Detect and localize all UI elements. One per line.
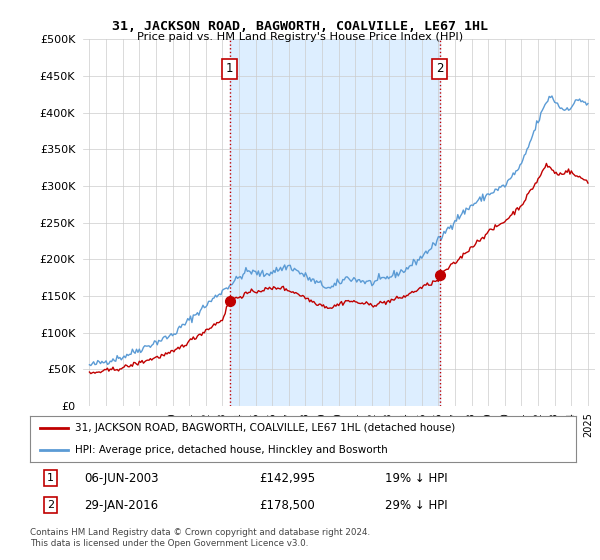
Text: 29-JAN-2016: 29-JAN-2016: [85, 498, 159, 512]
Text: 2: 2: [47, 500, 55, 510]
Text: £142,995: £142,995: [259, 472, 316, 485]
Text: 2: 2: [436, 62, 443, 75]
Text: Contains HM Land Registry data © Crown copyright and database right 2024.
This d: Contains HM Land Registry data © Crown c…: [30, 528, 370, 548]
Text: £178,500: £178,500: [259, 498, 315, 512]
Text: HPI: Average price, detached house, Hinckley and Bosworth: HPI: Average price, detached house, Hinc…: [75, 445, 388, 455]
Text: 31, JACKSON ROAD, BAGWORTH, COALVILLE, LE67 1HL: 31, JACKSON ROAD, BAGWORTH, COALVILLE, L…: [112, 20, 488, 32]
Text: 31, JACKSON ROAD, BAGWORTH, COALVILLE, LE67 1HL (detached house): 31, JACKSON ROAD, BAGWORTH, COALVILLE, L…: [75, 423, 455, 433]
Text: 06-JUN-2003: 06-JUN-2003: [85, 472, 159, 485]
Text: 1: 1: [47, 473, 54, 483]
Text: Price paid vs. HM Land Registry's House Price Index (HPI): Price paid vs. HM Land Registry's House …: [137, 32, 463, 43]
Text: 29% ↓ HPI: 29% ↓ HPI: [385, 498, 448, 512]
Bar: [230, 39, 440, 406]
Text: 1: 1: [226, 62, 233, 75]
Text: 19% ↓ HPI: 19% ↓ HPI: [385, 472, 448, 485]
